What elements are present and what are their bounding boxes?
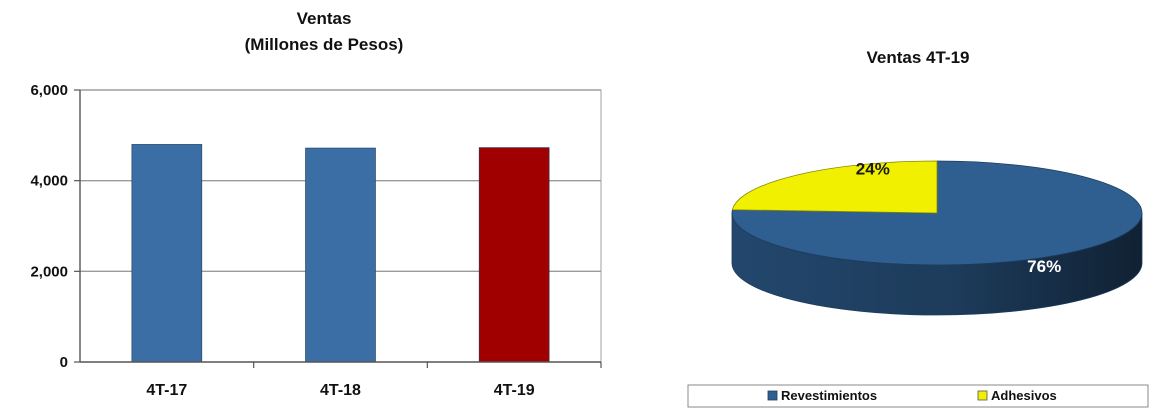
pie-chart-slices bbox=[731, 160, 1143, 316]
y-tick-label: 0 bbox=[60, 354, 68, 371]
bar-chart-subtitle: (Millones de Pesos) bbox=[245, 35, 404, 54]
legend-frame bbox=[687, 384, 1149, 408]
bar-chart-title: Ventas bbox=[297, 9, 352, 28]
pie-label-revestimientos: 76% bbox=[1027, 257, 1061, 276]
pie-slice-revestimientos bbox=[731, 160, 1143, 266]
pie-label-adhesivos: 24% bbox=[856, 159, 890, 178]
legend-label-adhesivos: Adhesivos bbox=[991, 388, 1057, 403]
x-tick-label: 4T-18 bbox=[320, 382, 361, 399]
bar-chart-y-ticks: 0 2,000 4,000 6,000 bbox=[30, 82, 68, 371]
y-tick-label: 2,000 bbox=[30, 263, 68, 280]
y-tick-label: 4,000 bbox=[30, 173, 68, 190]
legend-swatch-adhesivos bbox=[977, 390, 988, 401]
bar-chart-axes bbox=[74, 89, 602, 368]
pie-chart-labels: 76% 24% bbox=[856, 159, 1061, 276]
bar-4t-19 bbox=[478, 147, 550, 363]
legend-swatch-revestimientos bbox=[767, 390, 778, 401]
bar-chart-x-ticks: 4T-17 4T-18 4T-19 bbox=[146, 382, 534, 399]
bar-4t-17 bbox=[131, 144, 203, 363]
legend-label-revestimientos: Revestimientos bbox=[781, 388, 877, 403]
y-tick-label: 6,000 bbox=[30, 82, 68, 99]
pie-chart-title: Ventas 4T-19 bbox=[866, 48, 969, 67]
pie-slice-adhesivos bbox=[731, 160, 938, 214]
pie-chart-legend: Revestimientos Adhesivos bbox=[687, 384, 1149, 408]
bar-4t-18 bbox=[305, 147, 376, 363]
x-tick-label: 4T-19 bbox=[494, 382, 535, 399]
bar-chart-bars bbox=[131, 144, 550, 363]
x-tick-label: 4T-17 bbox=[146, 382, 187, 399]
